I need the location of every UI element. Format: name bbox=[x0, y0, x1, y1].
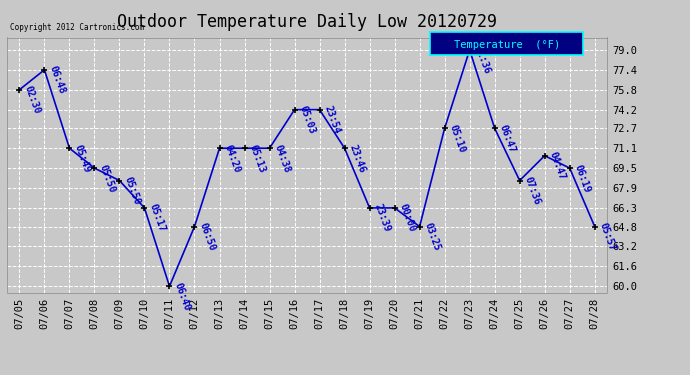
Text: 06:47: 06:47 bbox=[497, 123, 517, 154]
Text: 05:13: 05:13 bbox=[248, 143, 267, 174]
Text: 05:10: 05:10 bbox=[448, 123, 467, 154]
Text: 23:54: 23:54 bbox=[322, 104, 342, 135]
Text: 06:40: 06:40 bbox=[172, 281, 192, 312]
Text: 04:20: 04:20 bbox=[222, 143, 242, 174]
Text: 02:30: 02:30 bbox=[22, 84, 42, 116]
Text: 00:00: 00:00 bbox=[397, 202, 417, 234]
Text: 04:38: 04:38 bbox=[273, 143, 292, 174]
Text: 03:25: 03:25 bbox=[422, 221, 442, 252]
Text: 04:47: 04:47 bbox=[548, 150, 567, 182]
Text: 23:46: 23:46 bbox=[348, 143, 367, 174]
Text: 07:36: 07:36 bbox=[522, 175, 542, 206]
Text: 05:49: 05:49 bbox=[72, 143, 92, 174]
Text: 05:17: 05:17 bbox=[148, 202, 167, 234]
Text: 06:48: 06:48 bbox=[48, 64, 67, 96]
Text: 06:19: 06:19 bbox=[573, 163, 592, 194]
Text: Copyright 2012 Cartronics.com: Copyright 2012 Cartronics.com bbox=[10, 23, 144, 32]
Text: 06:50: 06:50 bbox=[197, 221, 217, 252]
Text: 23:39: 23:39 bbox=[373, 202, 392, 234]
Text: 01:36: 01:36 bbox=[473, 45, 492, 76]
Title: Outdoor Temperature Daily Low 20120729: Outdoor Temperature Daily Low 20120729 bbox=[117, 13, 497, 31]
Text: 05:03: 05:03 bbox=[297, 104, 317, 135]
Text: 05:57: 05:57 bbox=[598, 221, 617, 252]
Text: 05:50: 05:50 bbox=[122, 175, 142, 206]
Text: 05:50: 05:50 bbox=[97, 163, 117, 194]
